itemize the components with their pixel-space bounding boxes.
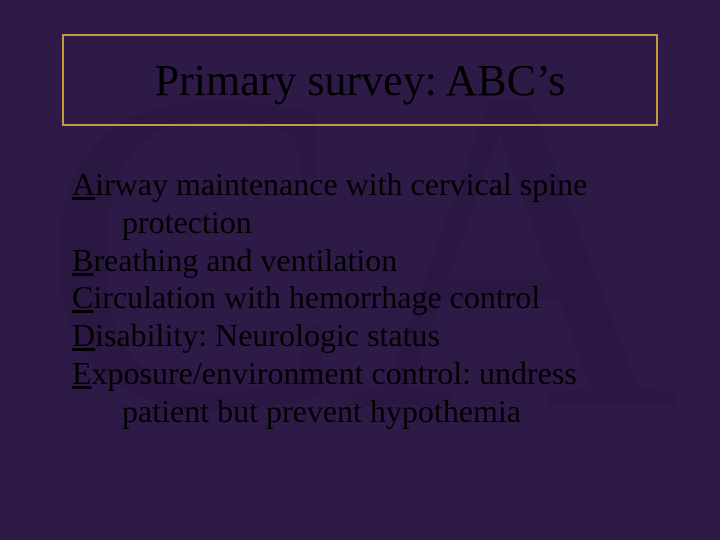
body-item-4-cont: patient but prevent hypothemia [72,393,662,431]
body-item-lead: D [72,317,95,353]
body-item-rest: reathing and ventilation [93,242,397,278]
slide-title: Primary survey: ABC’s [155,55,566,106]
slide: C A Primary survey: ABC’s Airway maintena… [0,0,720,540]
body-item-3: Disability: Neurologic status [72,317,662,355]
body-item-0: Airway maintenance with cervical spine [72,166,662,204]
body-item-rest: irway maintenance with cervical spine [95,166,587,202]
body-item-0-cont: protection [72,204,662,242]
body-item-4: Exposure/environment control: undress [72,355,662,393]
body-item-lead: A [72,166,95,202]
body-item-rest: irculation with hemorrhage control [93,279,540,315]
body-text-area: Airway maintenance with cervical spinepr… [72,166,662,430]
body-item-lead: B [72,242,93,278]
body-item-cont-text: patient but prevent hypothemia [122,393,521,429]
title-box: Primary survey: ABC’s [62,34,658,126]
body-item-lead: E [72,355,92,391]
body-item-rest: xposure/environment control: undress [92,355,577,391]
body-item-lead: C [72,279,93,315]
body-item-rest: isability: Neurologic status [95,317,440,353]
body-item-2: Circulation with hemorrhage control [72,279,662,317]
body-item-cont-text: protection [122,204,252,240]
body-item-1: Breathing and ventilation [72,242,662,280]
